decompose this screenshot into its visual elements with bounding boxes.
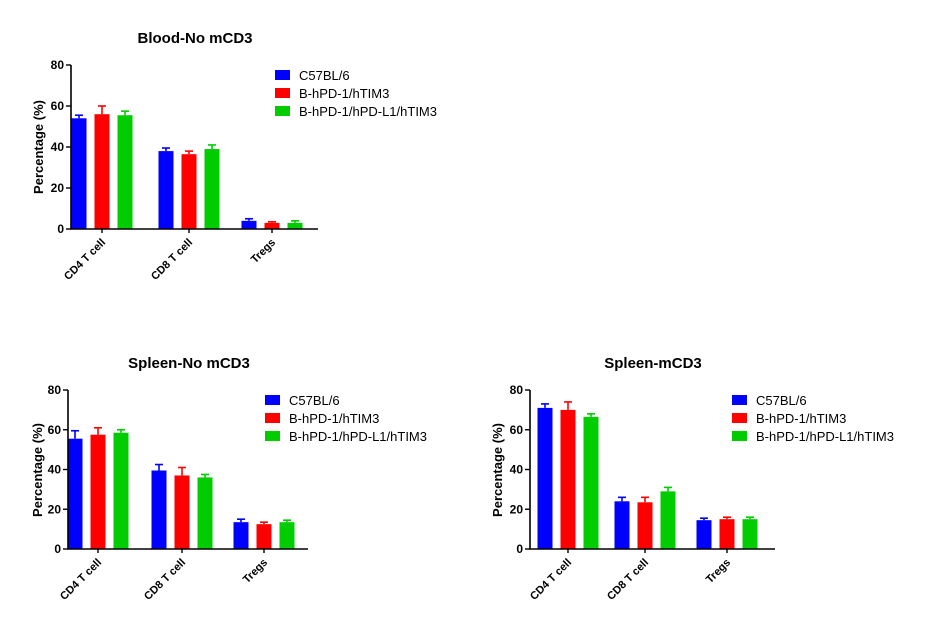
y-tick-label: 40 <box>510 463 524 477</box>
bar-b-hpd-1-htim3-cd4-t-cell <box>560 409 576 549</box>
y-tick-label: 20 <box>48 502 62 516</box>
x-tick-label: CD4 T cell <box>528 557 574 603</box>
y-tick-label: 60 <box>51 99 65 113</box>
y-axis-label: Percentage (%) <box>490 423 505 517</box>
bar-b-hpd-1-htim3-tregs <box>264 222 280 229</box>
y-ticks: 0 20 40 60 80 <box>510 383 524 556</box>
bar-b-hpd-1-htim3-cd4-t-cell <box>90 434 106 549</box>
bar-c57bl-6-cd8-t-cell <box>158 151 174 229</box>
legend-swatch-b-hpd-1-hpd-l1-htim3 <box>265 431 280 441</box>
axes <box>525 389 775 553</box>
legend-label: B-hPD-1/hTIM3 <box>756 411 846 426</box>
bar-marks <box>67 426 295 549</box>
bar-b-hpd-1-hpd-l1-htim3-cd8-t-cell <box>660 491 676 549</box>
bar-b-hpd-1-hpd-l1-htim3-tregs <box>742 519 758 549</box>
axis-lines <box>67 390 308 550</box>
x-ticks: CD4 T cell CD8 T cell Tregs <box>62 237 278 283</box>
x-tick-label: Tregs <box>704 557 733 586</box>
x-tick-label: Tregs <box>249 237 278 266</box>
bar-c57bl-6-tregs <box>241 220 257 229</box>
y-tick-label: 40 <box>51 140 65 154</box>
legend-swatch-b-hpd-1-htim3 <box>265 413 280 423</box>
legend-swatch-b-hpd-1-hpd-l1-htim3 <box>275 106 290 116</box>
legend-swatch-c57bl-6 <box>265 395 280 405</box>
y-tick-label: 60 <box>48 423 62 437</box>
chart-panel-spleen-mcd3: Spleen-mCD3 Percentage (%) 0 20 40 60 80 CD4… <box>490 355 894 603</box>
legend-swatch-c57bl-6 <box>732 395 747 405</box>
y-tick-label: 0 <box>57 222 64 236</box>
y-tick-label: 20 <box>51 181 65 195</box>
legend-swatch-b-hpd-1-hpd-l1-htim3 <box>732 431 747 441</box>
bar-b-hpd-1-htim3-tregs <box>256 524 272 549</box>
legend-label: B-hPD-1/hPD-L1/hTIM3 <box>289 429 427 444</box>
bar-marks <box>71 105 303 229</box>
legend-swatch-b-hpd-1-htim3 <box>732 413 747 423</box>
x-tick-label: CD8 T cell <box>142 557 188 603</box>
legend: C57BL/6 B-hPD-1/hTIM3 B-hPD-1/hPD-L1/hTIM3 <box>732 393 894 444</box>
bar-b-hpd-1-htim3-cd8-t-cell <box>637 502 653 549</box>
legend-label: C57BL/6 <box>299 68 350 83</box>
bar-c57bl-6-cd4-t-cell <box>67 438 83 549</box>
axes <box>66 64 318 233</box>
legend-label: B-hPD-1/hTIM3 <box>289 411 379 426</box>
legend-label: B-hPD-1/hPD-L1/hTIM3 <box>299 104 437 119</box>
x-ticks: CD4 T cell CD8 T cell Tregs <box>528 557 733 603</box>
legend-label: C57BL/6 <box>289 393 340 408</box>
legend-swatch-c57bl-6 <box>275 70 290 80</box>
x-ticks: CD4 T cell CD8 T cell Tregs <box>58 557 270 603</box>
x-tick-label: CD4 T cell <box>62 237 108 283</box>
bar-b-hpd-1-htim3-cd8-t-cell <box>181 154 197 229</box>
bar-b-hpd-1-hpd-l1-htim3-cd4-t-cell <box>113 432 129 549</box>
y-tick-label: 80 <box>510 383 524 397</box>
chart-panel-blood-no-mcd3: Blood-No mCD3 Percentage (%) 0 20 40 60 80 C… <box>31 30 437 283</box>
y-tick-label: 20 <box>510 502 524 516</box>
legend: C57BL/6 B-hPD-1/hTIM3 B-hPD-1/hPD-L1/hTIM3 <box>275 68 437 119</box>
y-axis-label: Percentage (%) <box>31 100 46 194</box>
chart-panel-spleen-no-mcd3: Spleen-No mCD3 Percentage (%) 020406080 … <box>30 355 427 603</box>
x-tick-label: Tregs <box>241 557 270 586</box>
bar-b-hpd-1-hpd-l1-htim3-cd8-t-cell <box>204 149 220 229</box>
axis-lines <box>529 390 775 550</box>
x-tick-label: CD8 T cell <box>605 557 651 603</box>
y-tick-label: 80 <box>51 58 65 72</box>
bar-c57bl-6-cd8-t-cell <box>614 501 630 549</box>
bar-c57bl-6-cd4-t-cell <box>71 118 87 229</box>
bar-b-hpd-1-htim3-cd4-t-cell <box>94 114 110 229</box>
x-tick-label: CD4 T cell <box>58 557 104 603</box>
chart-title: Spleen-No mCD3 <box>128 355 250 372</box>
legend-label: B-hPD-1/hPD-L1/hTIM3 <box>756 429 894 444</box>
chart-title: Spleen-mCD3 <box>604 355 702 372</box>
x-tick-label: CD8 T cell <box>149 237 195 283</box>
bar-c57bl-6-tregs <box>696 520 712 549</box>
y-tick-label: 40 <box>48 463 62 477</box>
axis-lines <box>70 65 318 230</box>
bar-b-hpd-1-hpd-l1-htim3-tregs <box>287 222 303 229</box>
y-tick-label: 80 <box>48 383 62 397</box>
legend-label: B-hPD-1/hTIM3 <box>299 86 389 101</box>
bar-c57bl-6-cd4-t-cell <box>537 407 553 549</box>
bar-b-hpd-1-hpd-l1-htim3-tregs <box>279 522 295 549</box>
y-ticks: 0 20 40 60 80 <box>51 58 65 236</box>
bar-b-hpd-1-hpd-l1-htim3-cd4-t-cell <box>583 416 599 549</box>
y-tick-label: 60 <box>510 423 524 437</box>
chart-title: Blood-No mCD3 <box>138 30 253 47</box>
y-axis-label: Percentage (%) <box>30 423 45 517</box>
legend: C57BL/6 B-hPD-1/hTIM3 B-hPD-1/hPD-L1/hTIM3 <box>265 393 427 444</box>
y-tick-label: 0 <box>54 542 61 556</box>
bar-b-hpd-1-hpd-l1-htim3-cd4-t-cell <box>117 115 133 229</box>
y-ticks: 0 20 40 60 80 <box>48 383 62 556</box>
bar-c57bl-6-tregs <box>233 522 249 549</box>
y-tick-label: 0 <box>516 542 523 556</box>
axes <box>63 389 308 553</box>
bar-b-hpd-1-htim3-tregs <box>719 519 735 549</box>
legend-swatch-b-hpd-1-htim3 <box>275 88 290 98</box>
bar-marks <box>537 401 758 549</box>
bar-b-hpd-1-hpd-l1-htim3-cd8-t-cell <box>197 477 213 549</box>
bar-b-hpd-1-htim3-cd8-t-cell <box>174 475 190 549</box>
legend-label: C57BL/6 <box>756 393 807 408</box>
bar-c57bl-6-cd8-t-cell <box>151 470 167 549</box>
